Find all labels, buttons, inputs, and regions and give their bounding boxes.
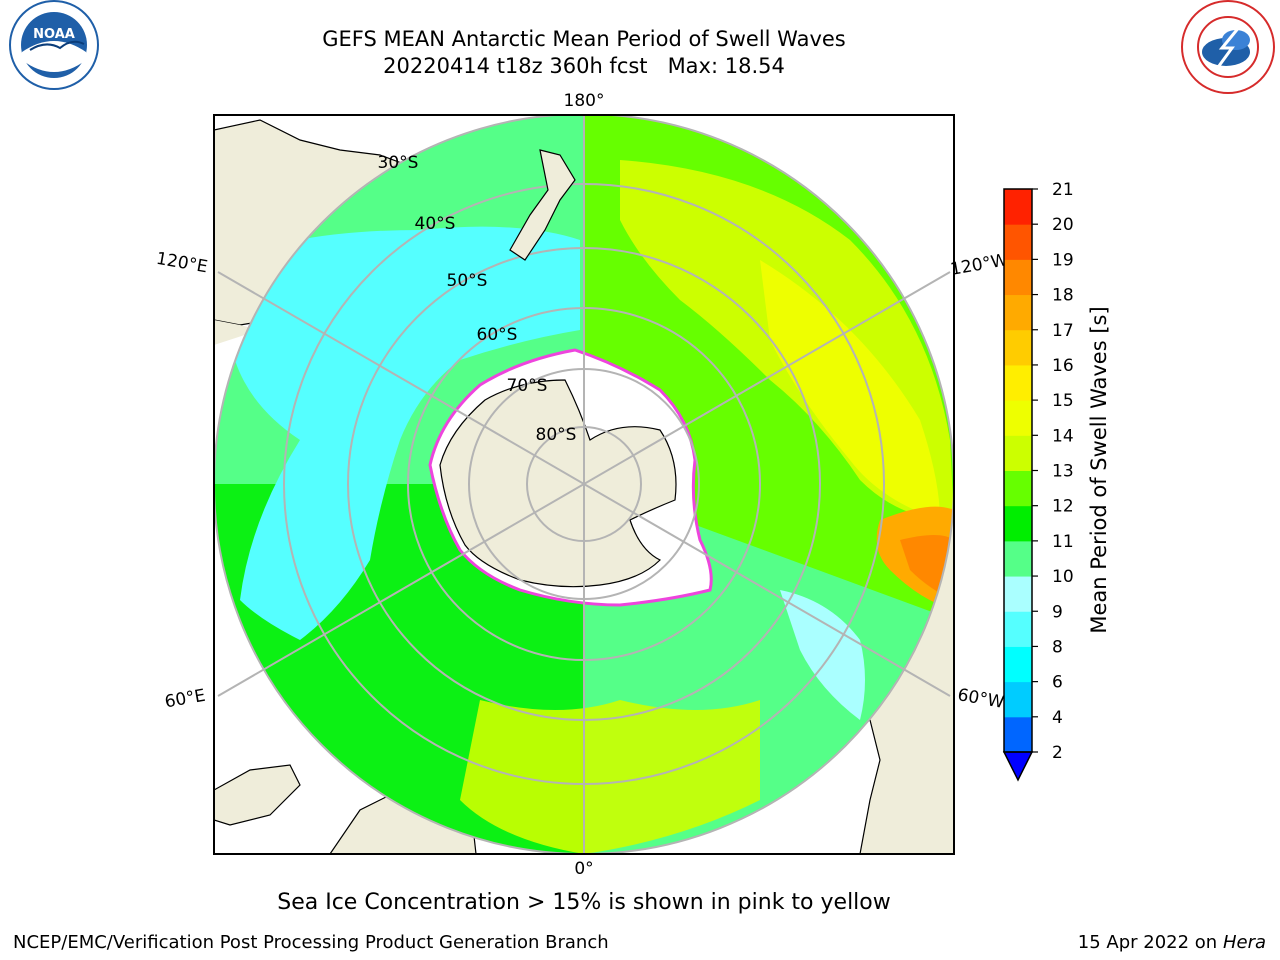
footer-host: Hera [1222, 932, 1266, 953]
sea-ice-caption: Sea Ice Concentration > 15% is shown in … [277, 890, 891, 915]
colorbar-swatch [1004, 400, 1032, 436]
colorbar-swatch [1004, 646, 1032, 683]
colorbar-swatch [1004, 259, 1032, 296]
colorbar-tick-label: 8 [1052, 637, 1063, 657]
colorbar-swatch [1004, 224, 1032, 260]
colorbar-swatch [1004, 364, 1032, 401]
lon-label-0: 0° [574, 859, 593, 879]
colorbar-tick-label: 16 [1052, 356, 1074, 376]
colorbar-tick-label: 9 [1052, 602, 1063, 622]
colorbar-swatch [1004, 611, 1032, 647]
colorbar-tick-label: 2 [1052, 743, 1063, 763]
lat-label-60s: 60°S [477, 325, 518, 345]
nws-logo-icon [1181, 0, 1275, 94]
colorbar-swatch [1004, 505, 1032, 542]
colorbar-tick-label: 18 [1052, 286, 1074, 306]
colorbar-tick-label: 20 [1052, 215, 1074, 235]
graticule [214, 115, 954, 854]
footer-date: 15 Apr 2022 on Hera [1078, 932, 1266, 953]
lat-label-70s: 70°S [507, 376, 548, 396]
map-frame [213, 114, 955, 855]
colorbar-under-arrow [1002, 751, 1034, 782]
colorbar-swatch [1004, 540, 1032, 577]
lon-label-120w: 120°W [949, 250, 1010, 280]
lat-label-40s: 40°S [415, 214, 456, 234]
chart-title-line2: 20220414 t18z 360h fcst Max: 18.54 [383, 54, 785, 78]
colorbar-tick-label: 10 [1052, 567, 1074, 587]
lat-label-30s: 30°S [378, 153, 419, 173]
colorbar-tick-label: 11 [1052, 532, 1074, 552]
colorbar-swatch [1004, 470, 1032, 507]
chart-title-line1: GEFS MEAN Antarctic Mean Period of Swell… [322, 27, 846, 51]
colorbar-swatch [1004, 294, 1032, 331]
lat-label-80s: 80°S [536, 425, 577, 445]
lat-label-50s: 50°S [447, 271, 488, 291]
noaa-logo-icon: NOAA [9, 0, 99, 90]
footer-credit: NCEP/EMC/Verification Post Processing Pr… [13, 932, 609, 953]
noaa-logo-text: NOAA [33, 27, 75, 42]
colorbar-tick-label: 17 [1052, 321, 1074, 341]
colorbar-swatch [1004, 681, 1032, 718]
colorbar-tick-label: 15 [1052, 391, 1074, 411]
lon-label-120e: 120°E [155, 249, 209, 278]
colorbar-swatch [1004, 435, 1032, 471]
colorbar-tick-label: 19 [1052, 250, 1074, 270]
colorbar-swatch [1004, 716, 1032, 753]
footer-date-text: 15 Apr 2022 on [1077, 932, 1223, 953]
colorbar: 2 4 6 8 9 10 11 12 13 14 15 16 17 18 19 20 21 [1002, 180, 1074, 782]
colorbar-tick-label: 13 [1052, 462, 1074, 482]
colorbar-tick-label: 14 [1052, 426, 1074, 446]
lon-label-60e: 60°E [163, 686, 207, 713]
colorbar-swatch [1004, 329, 1032, 366]
antarctica-landmass [439, 379, 677, 588]
madagascar-landmass [214, 764, 301, 826]
lon-label-60w: 60°W [956, 685, 1006, 713]
colorbar-tick-label: 6 [1052, 673, 1063, 693]
colorbar-tick-label: 21 [1052, 180, 1074, 200]
colorbar-tick-label: 12 [1052, 497, 1074, 517]
colorbar-swatch [1004, 576, 1032, 612]
new-zealand-landmass [509, 149, 576, 261]
colorbar-swatch [1004, 189, 1032, 225]
colorbar-label: Mean Period of Swell Waves [s] [1087, 306, 1111, 633]
colorbar-tick-label: 4 [1052, 708, 1063, 728]
lon-label-180: 180° [564, 91, 605, 111]
map-area [214, 115, 954, 854]
